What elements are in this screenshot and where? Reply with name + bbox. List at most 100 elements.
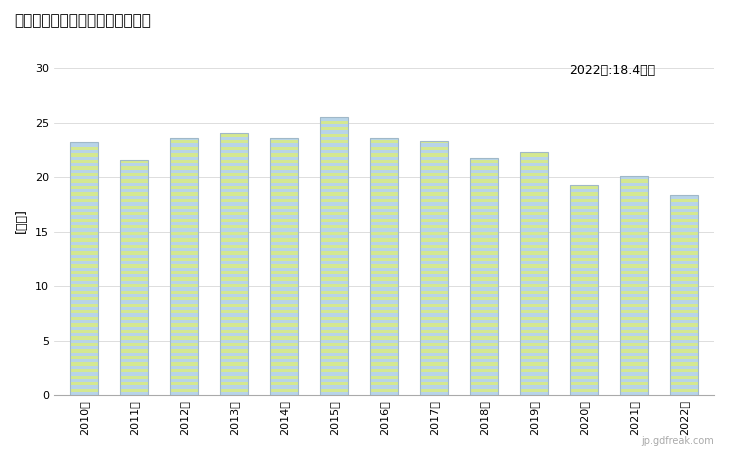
Bar bbox=[620, 353, 648, 356]
Bar bbox=[570, 307, 598, 310]
Bar bbox=[470, 189, 498, 193]
Bar bbox=[470, 219, 498, 222]
Bar bbox=[220, 271, 248, 274]
Bar bbox=[270, 297, 297, 300]
Bar bbox=[220, 314, 248, 317]
Bar bbox=[670, 356, 698, 359]
Bar bbox=[170, 222, 198, 225]
Bar bbox=[570, 196, 598, 199]
Bar bbox=[320, 271, 348, 274]
Bar bbox=[70, 160, 98, 163]
Bar bbox=[521, 216, 547, 219]
Bar bbox=[420, 202, 448, 206]
Bar bbox=[270, 359, 297, 362]
Bar bbox=[620, 379, 648, 382]
Bar bbox=[670, 271, 698, 274]
Bar bbox=[670, 297, 698, 300]
Bar bbox=[470, 349, 498, 353]
Bar bbox=[70, 310, 98, 314]
Bar bbox=[270, 138, 297, 395]
Bar bbox=[620, 304, 648, 307]
Bar bbox=[420, 330, 448, 333]
Bar bbox=[521, 297, 547, 300]
Bar bbox=[521, 176, 547, 180]
Bar bbox=[420, 147, 448, 150]
Bar bbox=[220, 242, 248, 245]
Bar bbox=[120, 163, 148, 166]
Bar bbox=[70, 170, 98, 173]
Bar bbox=[470, 317, 498, 320]
Bar bbox=[620, 392, 648, 395]
Bar bbox=[120, 206, 148, 209]
Bar bbox=[120, 362, 148, 366]
Bar bbox=[170, 366, 198, 369]
Bar bbox=[70, 252, 98, 255]
Bar bbox=[320, 294, 348, 297]
Bar bbox=[470, 255, 498, 258]
Bar bbox=[220, 252, 248, 255]
Bar bbox=[320, 248, 348, 252]
Bar bbox=[220, 160, 248, 163]
Bar bbox=[370, 382, 398, 385]
Bar bbox=[320, 385, 348, 389]
Bar bbox=[120, 343, 148, 346]
Bar bbox=[320, 362, 348, 366]
Bar bbox=[521, 152, 547, 395]
Bar bbox=[521, 170, 547, 173]
Bar bbox=[320, 163, 348, 166]
Bar bbox=[570, 366, 598, 369]
Bar bbox=[620, 193, 648, 196]
Bar bbox=[120, 225, 148, 229]
Bar bbox=[420, 144, 448, 147]
Bar bbox=[620, 281, 648, 284]
Bar bbox=[570, 362, 598, 366]
Bar bbox=[320, 287, 348, 291]
Bar bbox=[470, 369, 498, 372]
Bar bbox=[470, 202, 498, 206]
Bar bbox=[620, 186, 648, 189]
Bar bbox=[70, 385, 98, 389]
Bar bbox=[220, 268, 248, 271]
Bar bbox=[470, 235, 498, 238]
Bar bbox=[670, 274, 698, 278]
Bar bbox=[170, 291, 198, 294]
Bar bbox=[320, 340, 348, 343]
Bar bbox=[470, 336, 498, 340]
Bar bbox=[170, 300, 198, 304]
Bar bbox=[620, 382, 648, 385]
Bar bbox=[521, 291, 547, 294]
Bar bbox=[320, 320, 348, 323]
Bar bbox=[370, 274, 398, 278]
Bar bbox=[470, 287, 498, 291]
Bar bbox=[420, 216, 448, 219]
Bar bbox=[670, 353, 698, 356]
Bar bbox=[521, 163, 547, 166]
Bar bbox=[470, 193, 498, 196]
Bar bbox=[620, 323, 648, 327]
Bar bbox=[370, 304, 398, 307]
Bar bbox=[521, 274, 547, 278]
Bar bbox=[370, 343, 398, 346]
Bar bbox=[620, 222, 648, 225]
Bar bbox=[220, 379, 248, 382]
Bar bbox=[521, 320, 547, 323]
Bar bbox=[170, 199, 198, 202]
Bar bbox=[620, 248, 648, 252]
Bar bbox=[521, 196, 547, 199]
Bar bbox=[270, 248, 297, 252]
Bar bbox=[220, 173, 248, 176]
Bar bbox=[70, 150, 98, 153]
Bar bbox=[220, 346, 248, 349]
Bar bbox=[521, 265, 547, 268]
Bar bbox=[220, 183, 248, 186]
Bar bbox=[320, 258, 348, 261]
Bar bbox=[620, 219, 648, 222]
Bar bbox=[670, 362, 698, 366]
Bar bbox=[170, 144, 198, 147]
Bar bbox=[570, 327, 598, 330]
Bar bbox=[370, 336, 398, 340]
Bar bbox=[120, 323, 148, 327]
Bar bbox=[570, 261, 598, 265]
Bar bbox=[470, 209, 498, 212]
Bar bbox=[370, 385, 398, 389]
